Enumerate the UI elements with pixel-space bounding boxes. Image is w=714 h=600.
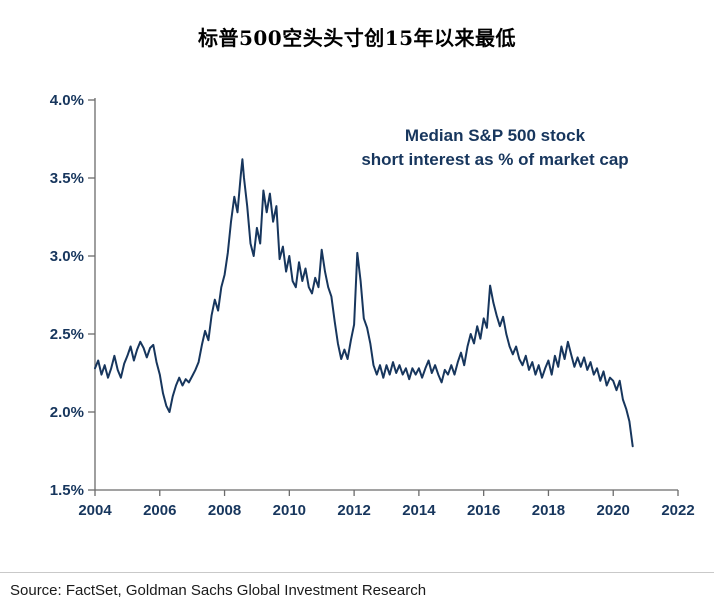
x-tick-label: 2008 [208,502,241,519]
x-tick-label: 2016 [467,502,500,519]
y-tick-label: 4.0% [50,92,84,109]
footer-divider [0,572,714,573]
x-tick-label: 2004 [78,502,112,519]
short-interest-chart: 4.0% 3.5% 3.0% 2.5% 2.0% 1.5% 2004 2006 2008 2010… [50,92,695,519]
page-title: 标普500空头头寸创15年以来最低 [197,26,517,50]
x-tick-label: 2006 [143,502,176,519]
source-attribution: Source: FactSet, Goldman Sachs Global In… [10,582,427,599]
y-tick-label: 2.0% [50,404,84,421]
x-tick-label: 2020 [597,502,630,519]
chart-annotation-line1: Median S&P 500 stock [404,126,586,145]
x-tick-label: 2014 [402,502,436,519]
chart-annotation-line2: short interest as % of market cap [361,149,629,169]
y-tick-label: 3.0% [50,248,84,265]
y-tick-label: 2.5% [50,326,84,343]
y-tick-label: 3.5% [50,170,84,187]
x-tick-label: 2010 [273,502,306,519]
x-tick-label: 2012 [337,502,370,519]
y-tick-label: 1.5% [50,482,84,499]
x-tick-label: 2022 [661,502,694,519]
x-tick-label: 2018 [532,502,565,519]
short-interest-line [94,158,634,448]
chart-annotation: Median S&P 500 stock short interest as %… [330,124,660,172]
